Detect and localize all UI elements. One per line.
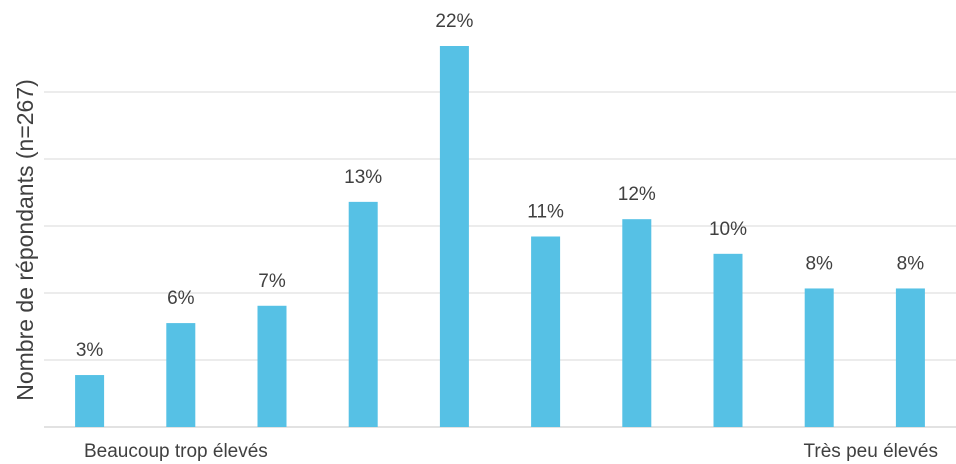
bars	[75, 46, 925, 427]
y-axis-label: Nombre de répondants (n=267)	[12, 79, 38, 401]
bar	[348, 201, 378, 427]
data-label: 3%	[76, 340, 104, 361]
bar	[895, 288, 925, 427]
bar	[439, 46, 469, 427]
data-label: 22%	[435, 11, 473, 32]
data-label: 6%	[167, 288, 195, 309]
data-label: 8%	[897, 253, 925, 274]
bar	[257, 305, 287, 427]
bar	[713, 253, 743, 427]
data-label: 11%	[527, 202, 564, 223]
bar	[531, 236, 561, 427]
bar	[622, 219, 652, 427]
data-label: 10%	[709, 219, 747, 240]
data-label: 12%	[618, 184, 656, 205]
bar	[166, 323, 196, 427]
bar	[804, 288, 834, 427]
gridlines	[44, 91, 956, 361]
data-label: 13%	[344, 167, 382, 188]
scale-right-label: Très peu élevés	[804, 441, 938, 462]
bar	[75, 375, 105, 427]
data-labels: 3% 6% 7% 13% 22% 11% 12% 10% 8% 8%	[76, 11, 924, 361]
scale-left-label: Beaucoup trop élevés	[84, 441, 268, 462]
data-label: 8%	[805, 253, 833, 274]
data-label: 7%	[258, 271, 286, 292]
